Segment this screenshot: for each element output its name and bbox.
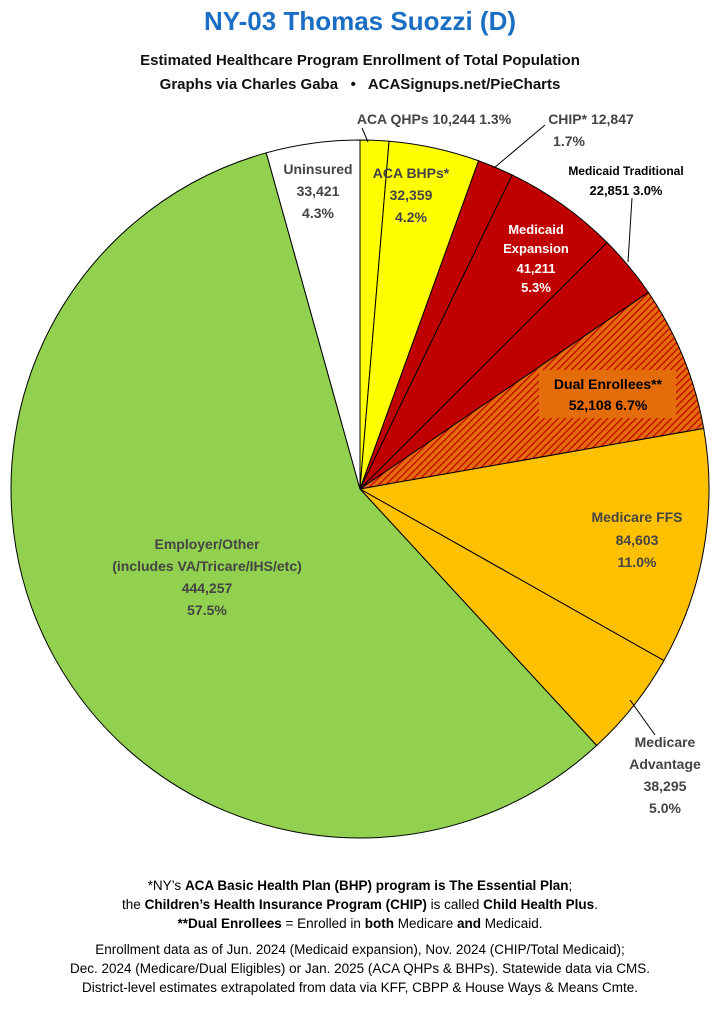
chart-title: NY-03 Thomas Suozzi (D) [203, 6, 517, 36]
label-uninsured-1: Uninsured [283, 161, 352, 177]
label-employer-2: (includes VA/Tricare/IHS/etc) [112, 558, 302, 574]
label-medicare-ffs-1: Medicare FFS [591, 509, 682, 525]
label-employer-1: Employer/Other [154, 536, 260, 552]
leader-aca-qhp [361, 127, 369, 143]
footnote-chip: the Children’s Health Insurance Program … [122, 897, 598, 912]
label-medicare-advantage-3: 38,295 [644, 778, 687, 794]
footnote-bhp: *NY’s ACA Basic Health Plan (BHP) progra… [147, 878, 573, 893]
pie-slice-dual-enrollees [359, 291, 705, 490]
footnote-dates-2: Dec. 2024 (Medicare/Dual Eligibles) or J… [70, 961, 650, 976]
label-medicaid-expansion-3: 41,211 [516, 261, 555, 276]
label-medicaid-expansion-4: 5.3% [521, 280, 551, 295]
pie-slice-uninsured [265, 139, 361, 490]
label-chip-1: CHIP* 12,847 [548, 111, 634, 127]
leader-medicaid-traditional [627, 197, 633, 263]
label-medicare-advantage-1: Medicare [635, 734, 696, 750]
label-medicaid-traditional-1: Medicaid Traditional [568, 164, 683, 178]
label-aca-qhp: ACA QHPs 10,244 1.3% [357, 111, 512, 127]
chart-subtitle: Estimated Healthcare Program Enrollment … [140, 52, 580, 69]
footnote-dual: **Dual Enrollees = Enrolled in both Medi… [177, 916, 543, 931]
source-url: ACASignups.net/PieCharts [367, 76, 561, 93]
label-bhp-2: 32,359 [390, 187, 433, 203]
source-line: Graphs via Charles Gaba • ACASignups.net… [0, 76, 720, 93]
label-uninsured-3: 4.3% [302, 205, 334, 221]
label-medicaid-expansion-1: Medicaid [508, 222, 564, 237]
dual-label-box [539, 370, 676, 418]
label-bhp-3: 4.2% [395, 209, 427, 225]
label-employer-3: 444,257 [182, 580, 233, 596]
label-dual-2: 52,108 6.7% [569, 397, 648, 413]
pie-slice-employer-other [10, 152, 598, 839]
pie-slice-medicare-ffs [358, 427, 710, 662]
label-chip-2: 1.7% [553, 133, 585, 149]
source-separator: • [350, 76, 356, 93]
footnote-sources: District-level estimates extrapolated fr… [82, 980, 638, 995]
label-medicare-advantage-4: 5.0% [649, 800, 681, 816]
label-medicare-ffs-3: 11.0% [618, 554, 657, 570]
label-dual-1: Dual Enrollees** [554, 376, 663, 392]
leader-chip [493, 124, 546, 169]
label-medicare-advantage-2: Advantage [629, 756, 701, 772]
label-employer-4: 57.5% [187, 602, 227, 618]
label-uninsured-2: 33,421 [297, 183, 340, 199]
leader-medicare-advantage [629, 699, 656, 736]
label-medicaid-expansion-2: Expansion [503, 241, 569, 256]
pie-chart: ACA QHPs 10,244 1.3% CHIP* 12,847 1.7% A… [10, 111, 710, 839]
footnote-dates-1: Enrollment data as of Jun. 2024 (Medicai… [95, 942, 625, 957]
source-author: Graphs via Charles Gaba [159, 76, 339, 93]
label-medicaid-traditional-2: 22,851 3.0% [589, 183, 662, 198]
label-bhp-1: ACA BHPs* [373, 165, 450, 181]
label-medicare-ffs-2: 84,603 [616, 532, 659, 548]
